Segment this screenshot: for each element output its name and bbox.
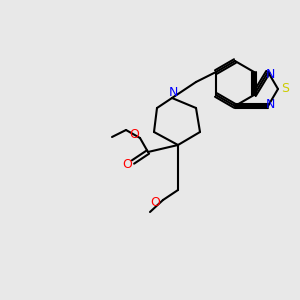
Text: N: N xyxy=(168,85,178,98)
Text: N: N xyxy=(265,98,275,110)
Text: S: S xyxy=(281,82,289,95)
Text: O: O xyxy=(129,128,139,142)
Text: O: O xyxy=(122,158,132,170)
Text: N: N xyxy=(265,68,275,80)
Text: O: O xyxy=(150,196,160,208)
